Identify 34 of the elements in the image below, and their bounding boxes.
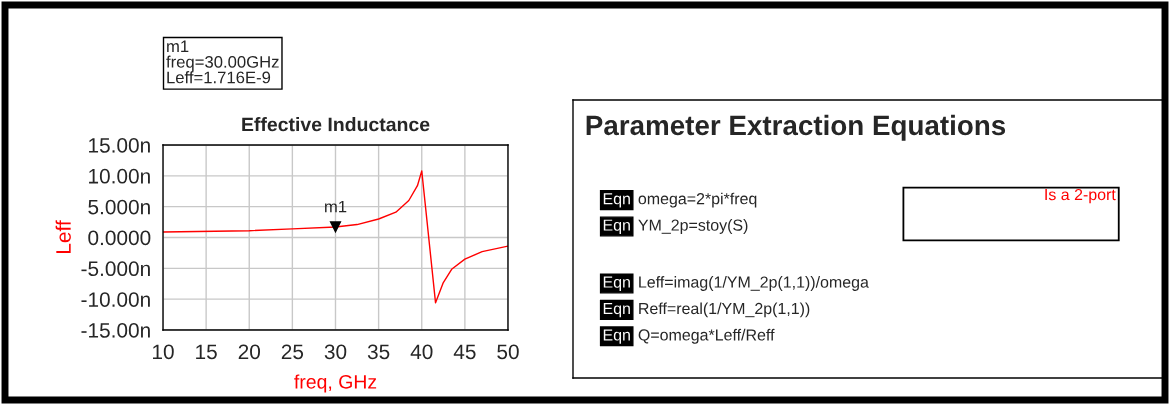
y-tick-label: 15.00n — [89, 138, 150, 153]
x-tick-label: 30 — [324, 344, 347, 360]
text: omega=2*pi*freq — [638, 192, 757, 208]
x-tick-label: 20 — [238, 344, 261, 360]
text: Q=omega*Leff/Reff — [638, 328, 775, 344]
x-axis-title: freq, GHz — [294, 374, 377, 393]
x-tick-label: 45 — [453, 344, 476, 360]
y-axis-title: Leff — [55, 220, 71, 253]
x-tick-label: 10 — [153, 344, 174, 360]
x-tick-label: 35 — [367, 344, 390, 360]
y-tick-label: -15.00n — [81, 323, 150, 338]
text: Eqn — [603, 276, 630, 291]
x-tick-label: 50 — [497, 344, 519, 360]
chart-title: Effective Inductance — [242, 117, 430, 132]
text: Reff=real(1/YM_2p(1,1)) — [639, 302, 810, 318]
x-tick-label: 15 — [196, 344, 217, 360]
text: YM_2p=stoy(S) — [638, 219, 748, 234]
text: Eqn — [603, 193, 630, 208]
text: Leff=imag(1/YM_2p(1,1))/omega — [639, 276, 869, 291]
y-tick-label: -10.00n — [81, 292, 150, 307]
text: m1 freq=30.00GHz Leff=1.716E-9 — [166, 40, 279, 84]
y-tick-label: 0.0000 — [88, 230, 151, 246]
y-tick-label: 5.000n — [88, 199, 150, 215]
text: Eqn — [603, 303, 630, 318]
text: Eqn — [603, 329, 630, 344]
line-series — [163, 170, 508, 304]
x-tick-label: 25 — [281, 344, 304, 360]
text: Eqn — [603, 219, 630, 234]
annotation: m1 — [325, 200, 347, 213]
x-tick-label: 40 — [410, 344, 433, 360]
text: Is a 2-port — [1045, 188, 1116, 204]
text: Parameter Extraction Equations — [586, 114, 1006, 141]
y-tick-label: 10.00n — [89, 168, 150, 184]
y-tick-label: -5.000n — [81, 261, 150, 277]
